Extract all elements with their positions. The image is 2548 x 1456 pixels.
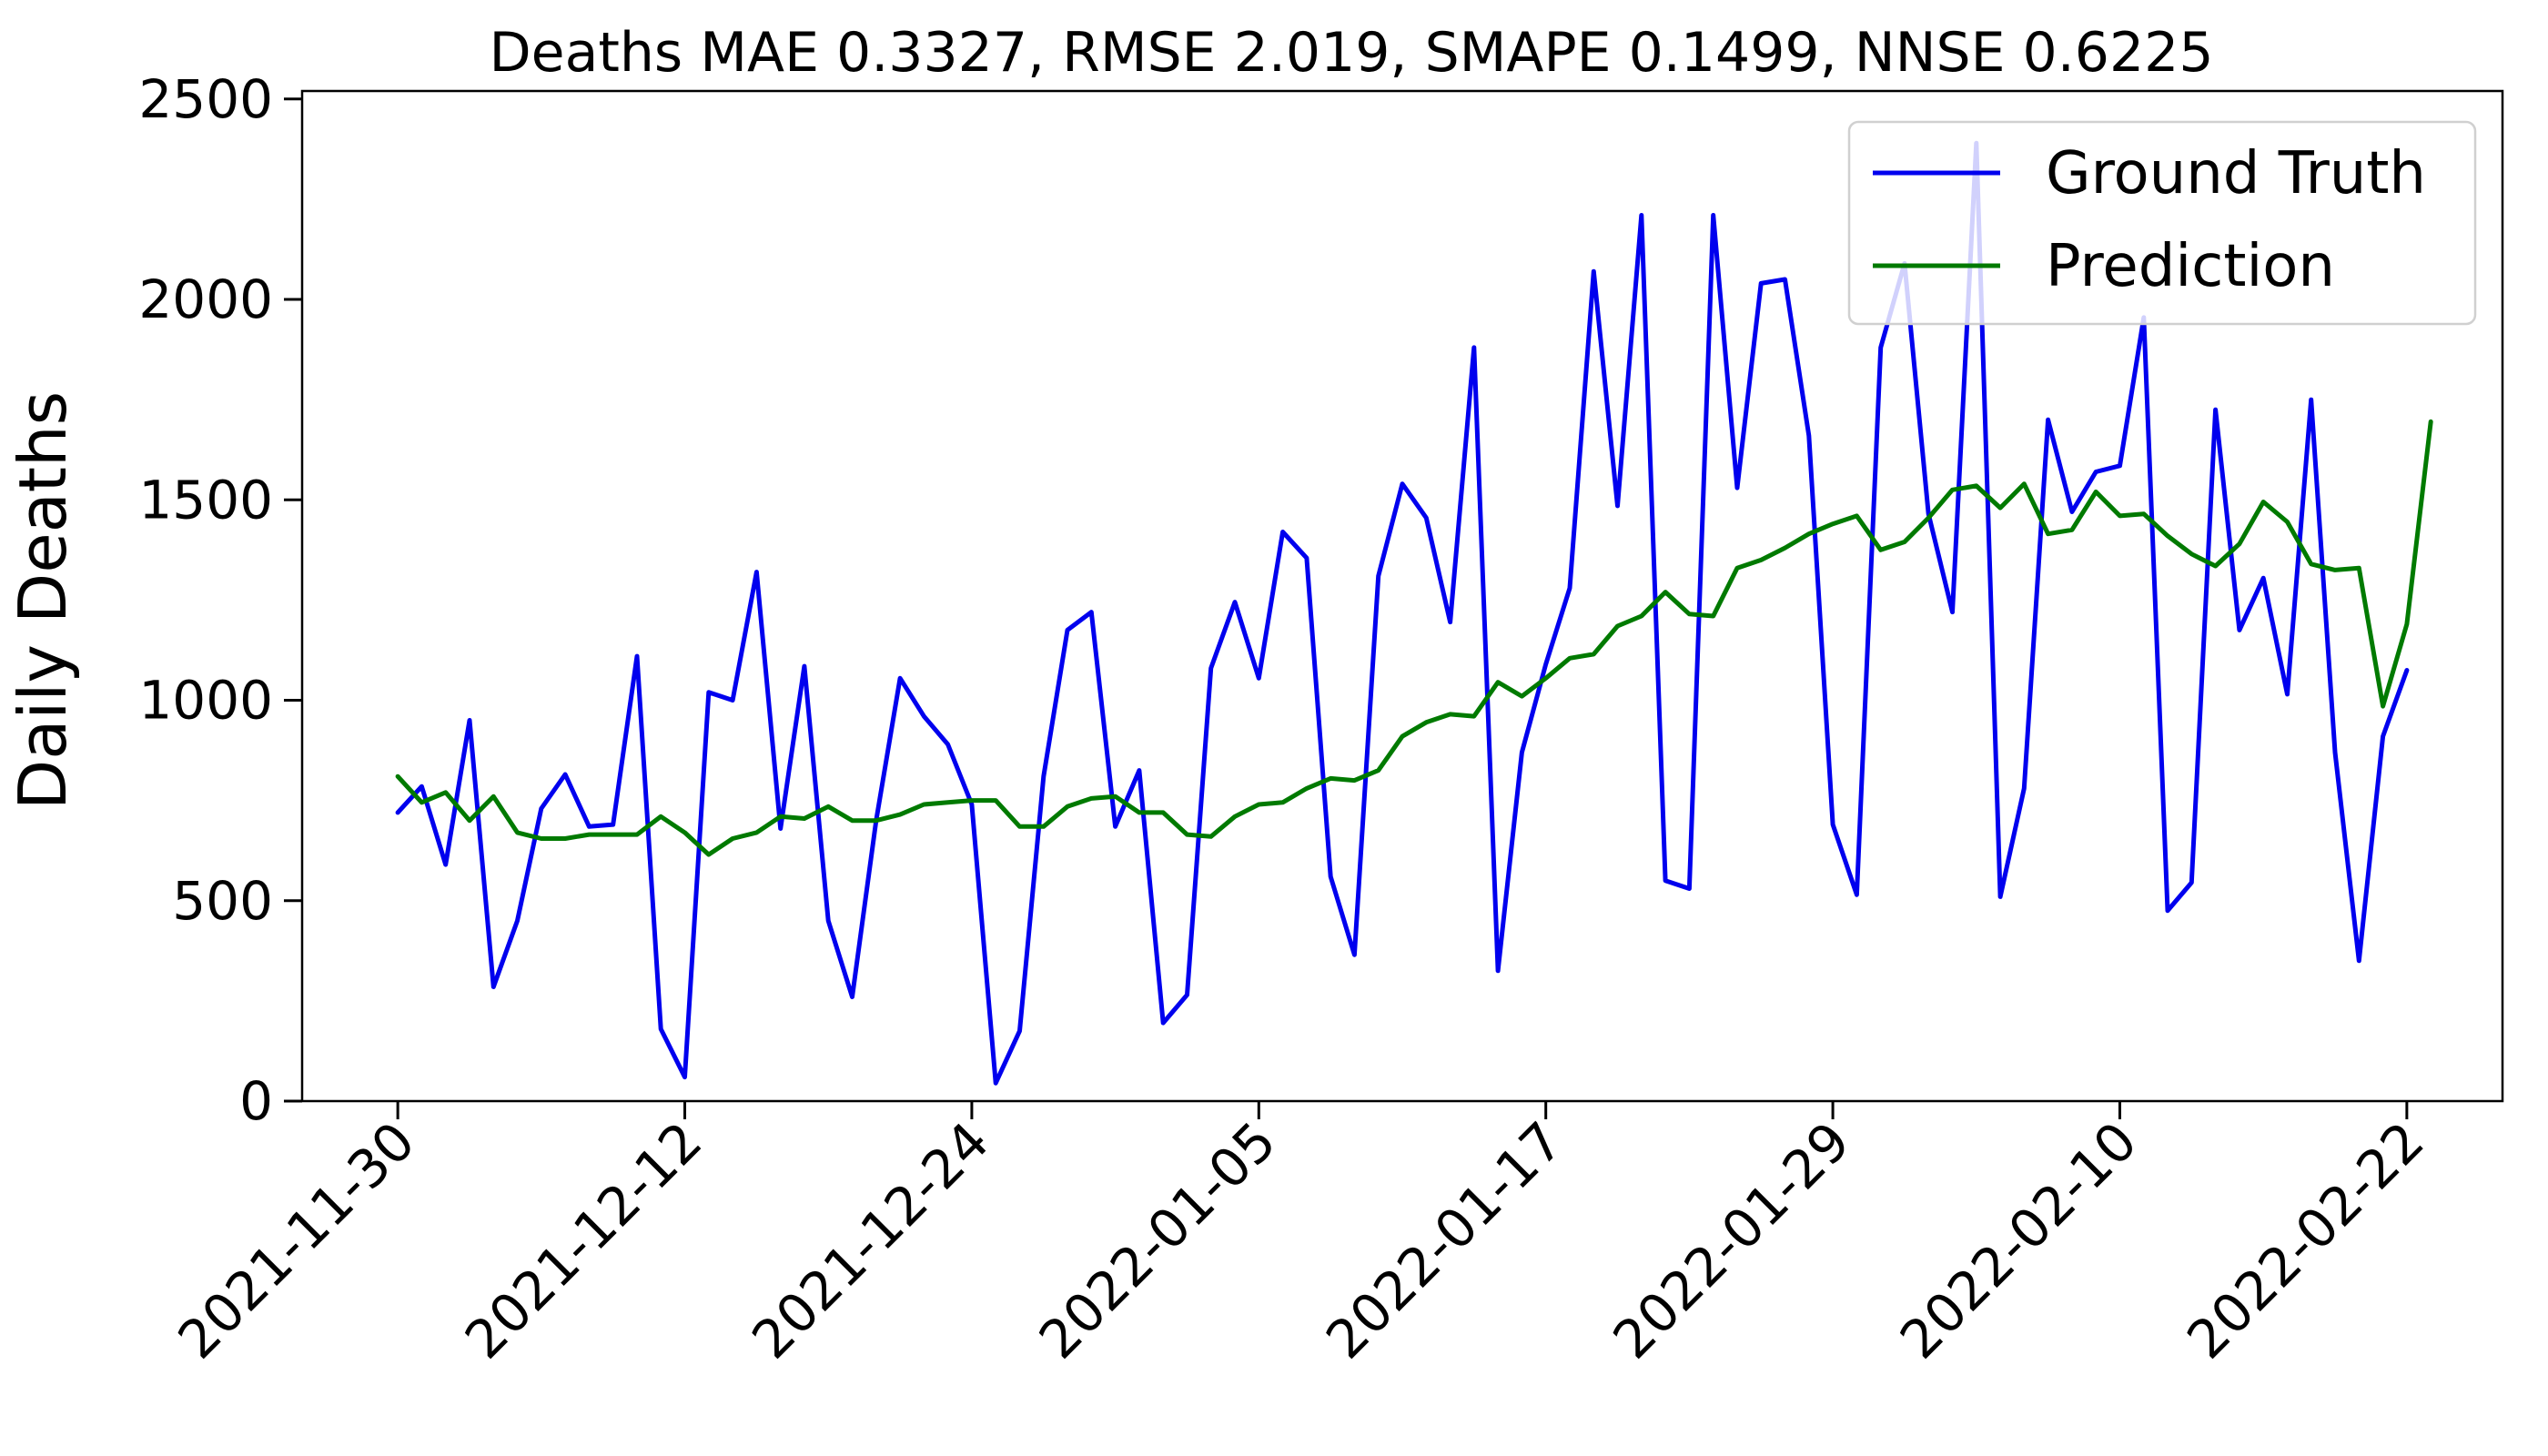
series-line-ground-truth xyxy=(395,140,2410,1086)
y-tick-label: 500 xyxy=(172,870,273,932)
y-tick-label: 1500 xyxy=(138,469,273,531)
series-line-prediction xyxy=(395,419,2433,857)
legend-label-prediction: Prediction xyxy=(2046,233,2335,300)
series-layer xyxy=(395,140,2433,1086)
legend-label-ground-truth: Ground Truth xyxy=(2046,140,2426,207)
y-axis-label: Daily Deaths xyxy=(5,391,81,810)
plot-frame xyxy=(300,89,2504,1103)
y-tick-label: 2500 xyxy=(138,68,273,130)
y-tick-label: 0 xyxy=(239,1070,273,1132)
y-axis: 0 500 1000 1500 2000 2500 xyxy=(138,68,302,1132)
legend: Ground Truth Prediction xyxy=(1847,120,2477,326)
chart-title: Deaths MAE 0.3327, RMSE 2.019, SMAPE 0.1… xyxy=(489,21,2213,85)
y-tick-label: 1000 xyxy=(138,670,273,732)
legend-box xyxy=(1847,120,2477,326)
y-tick-label: 2000 xyxy=(138,268,273,330)
